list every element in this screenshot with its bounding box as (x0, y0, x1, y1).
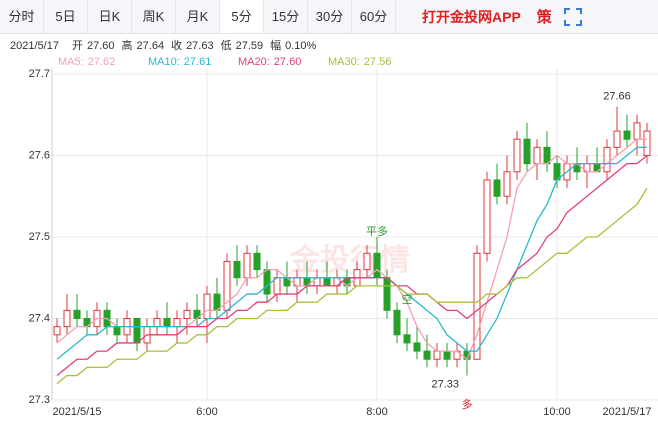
min-label: 27.33 (431, 378, 459, 390)
candle-body (483, 179, 491, 254)
info-value: 27.60 (87, 40, 115, 52)
legend-label: MA5: (58, 56, 84, 68)
x-tick-label: 8:00 (366, 406, 387, 418)
candle-body (393, 309, 401, 336)
candle-body (413, 342, 421, 352)
x-tick-label: 2021/5/15 (53, 406, 102, 418)
x-tick-label: 10:00 (543, 406, 571, 418)
candle-body (173, 318, 181, 328)
info-label: 低 (221, 39, 232, 52)
info-date: 2021/5/17 (10, 40, 59, 52)
candle-body (63, 309, 71, 328)
ma-line (56, 154, 648, 377)
y-tick-label: 27.5 (29, 231, 50, 243)
legend-value: 27.62 (88, 56, 116, 68)
candle-body (403, 334, 411, 344)
candle-body (603, 146, 611, 173)
candle-body (163, 318, 171, 328)
info-value: 27.63 (186, 40, 214, 52)
legend-value: 27.60 (274, 56, 302, 68)
tab[interactable]: 日K (88, 0, 132, 33)
candle-body (253, 252, 261, 271)
candle-body (633, 122, 641, 140)
candle-body (113, 326, 121, 336)
legend-value: 27.61 (184, 56, 212, 68)
legend-label: MA30: (328, 56, 360, 68)
candle-body (53, 326, 61, 336)
candle-body (183, 309, 191, 320)
app-link[interactable]: 打开金投网APP (422, 8, 521, 25)
legend-label: MA10: (148, 56, 180, 68)
info-label: 幅 (270, 39, 281, 52)
candle-body (423, 350, 431, 360)
candle-body (373, 252, 381, 279)
tab[interactable]: 15分 (264, 0, 308, 33)
candle-body (433, 350, 441, 360)
candle-body (623, 130, 631, 140)
tab[interactable]: 周K (132, 0, 176, 33)
x-tick-label: 2021/5/17 (603, 406, 652, 418)
candle-body (613, 130, 621, 148)
info-value: 0.10% (285, 40, 316, 52)
candle-body (363, 252, 371, 271)
candle-body (523, 138, 531, 165)
candle-body (533, 146, 541, 165)
tab[interactable]: 5分 (220, 0, 264, 33)
tab[interactable]: 60分 (352, 0, 396, 33)
signal-label: 多 (462, 397, 473, 411)
candle-body (323, 277, 331, 287)
candle-body (493, 179, 501, 197)
legend-label: MA20: (238, 56, 270, 68)
y-tick-label: 27.3 (29, 394, 50, 406)
info-label: 高 (122, 38, 133, 52)
info-label: 收 (171, 38, 182, 52)
x-tick-label: 6:00 (196, 406, 217, 418)
candle-body (203, 293, 211, 319)
watermark: 金投行情 (289, 243, 410, 277)
legend-value: 27.56 (364, 56, 392, 68)
candle-body (513, 138, 521, 173)
candle-body (473, 252, 481, 360)
signal-label: 平多 (366, 224, 388, 238)
tab[interactable]: 月K (176, 0, 220, 33)
candle-body (643, 130, 651, 157)
signal-label: 空 (402, 292, 413, 306)
y-tick-label: 27.6 (29, 149, 50, 161)
info-value: 27.64 (137, 40, 165, 52)
y-tick-label: 27.7 (29, 68, 50, 80)
candle-body (233, 260, 241, 279)
info-label: 开 (72, 40, 83, 52)
y-tick-label: 27.4 (29, 312, 50, 324)
tab[interactable]: 5日 (44, 0, 88, 33)
candle-body (383, 277, 391, 311)
ma-line (56, 187, 648, 385)
strategy-button[interactable]: 策 (536, 9, 552, 26)
candle-body (503, 171, 511, 197)
tab-bar: 分时 5日 日K 周K 月K 5分 15分 30分 60分 打开金投网APP 策 (0, 0, 658, 34)
candle-body (153, 318, 161, 328)
candle-body (133, 318, 141, 344)
candle-body (243, 252, 251, 279)
info-value: 27.59 (236, 40, 264, 52)
max-label: 27.66 (603, 91, 631, 103)
tab[interactable]: 30分 (308, 0, 352, 33)
candle-body (263, 269, 271, 295)
candle-body (443, 350, 451, 360)
fullscreen-icon[interactable] (563, 7, 582, 26)
tab[interactable]: 分时 (0, 0, 44, 33)
candle-body (73, 309, 81, 320)
